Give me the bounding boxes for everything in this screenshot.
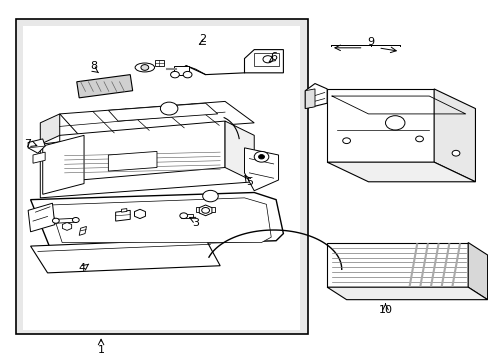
Text: 2: 2 xyxy=(199,34,206,44)
Polygon shape xyxy=(196,207,215,212)
Text: 8: 8 xyxy=(90,61,97,71)
Circle shape xyxy=(170,71,179,78)
Polygon shape xyxy=(50,198,271,243)
Circle shape xyxy=(385,116,404,130)
Text: 3: 3 xyxy=(192,218,199,228)
Polygon shape xyxy=(326,89,433,162)
Circle shape xyxy=(263,56,272,63)
Text: 6: 6 xyxy=(270,52,277,62)
Polygon shape xyxy=(40,121,254,198)
Polygon shape xyxy=(174,66,188,75)
Polygon shape xyxy=(467,243,487,300)
Polygon shape xyxy=(60,121,224,182)
Polygon shape xyxy=(326,287,487,300)
Polygon shape xyxy=(433,89,474,182)
Circle shape xyxy=(451,150,459,156)
Polygon shape xyxy=(40,114,60,144)
Polygon shape xyxy=(77,75,132,98)
Polygon shape xyxy=(55,218,77,223)
Text: 7: 7 xyxy=(24,139,32,149)
Polygon shape xyxy=(23,26,300,330)
Text: 10: 10 xyxy=(378,305,392,315)
Circle shape xyxy=(183,71,192,78)
Polygon shape xyxy=(42,135,84,194)
Polygon shape xyxy=(79,226,86,235)
Polygon shape xyxy=(28,203,55,232)
Polygon shape xyxy=(134,209,145,219)
Polygon shape xyxy=(30,239,220,273)
Text: 5: 5 xyxy=(245,177,252,187)
Polygon shape xyxy=(305,84,326,109)
Circle shape xyxy=(141,64,148,70)
Polygon shape xyxy=(116,210,130,221)
Polygon shape xyxy=(326,243,467,287)
Polygon shape xyxy=(33,152,45,163)
Circle shape xyxy=(342,138,350,144)
Polygon shape xyxy=(254,53,278,66)
Polygon shape xyxy=(108,103,217,121)
Circle shape xyxy=(202,190,218,202)
Polygon shape xyxy=(60,102,254,135)
Text: 1: 1 xyxy=(98,345,104,355)
Circle shape xyxy=(72,217,79,222)
Polygon shape xyxy=(305,89,314,109)
Polygon shape xyxy=(244,148,278,191)
Polygon shape xyxy=(224,121,254,182)
Polygon shape xyxy=(30,193,283,248)
Polygon shape xyxy=(154,60,164,66)
Circle shape xyxy=(180,213,187,219)
Polygon shape xyxy=(121,208,126,212)
Polygon shape xyxy=(108,152,157,171)
Circle shape xyxy=(160,102,178,115)
Polygon shape xyxy=(62,222,72,230)
Polygon shape xyxy=(16,19,307,334)
Text: 9: 9 xyxy=(366,37,374,48)
Circle shape xyxy=(258,155,264,159)
Circle shape xyxy=(254,152,268,162)
Ellipse shape xyxy=(135,63,154,72)
Polygon shape xyxy=(181,214,193,217)
Text: 4: 4 xyxy=(78,262,85,273)
Circle shape xyxy=(201,207,209,213)
Circle shape xyxy=(52,218,59,223)
Polygon shape xyxy=(28,139,45,153)
Polygon shape xyxy=(326,162,474,182)
Circle shape xyxy=(415,136,423,142)
Polygon shape xyxy=(244,50,283,73)
Polygon shape xyxy=(199,205,211,216)
